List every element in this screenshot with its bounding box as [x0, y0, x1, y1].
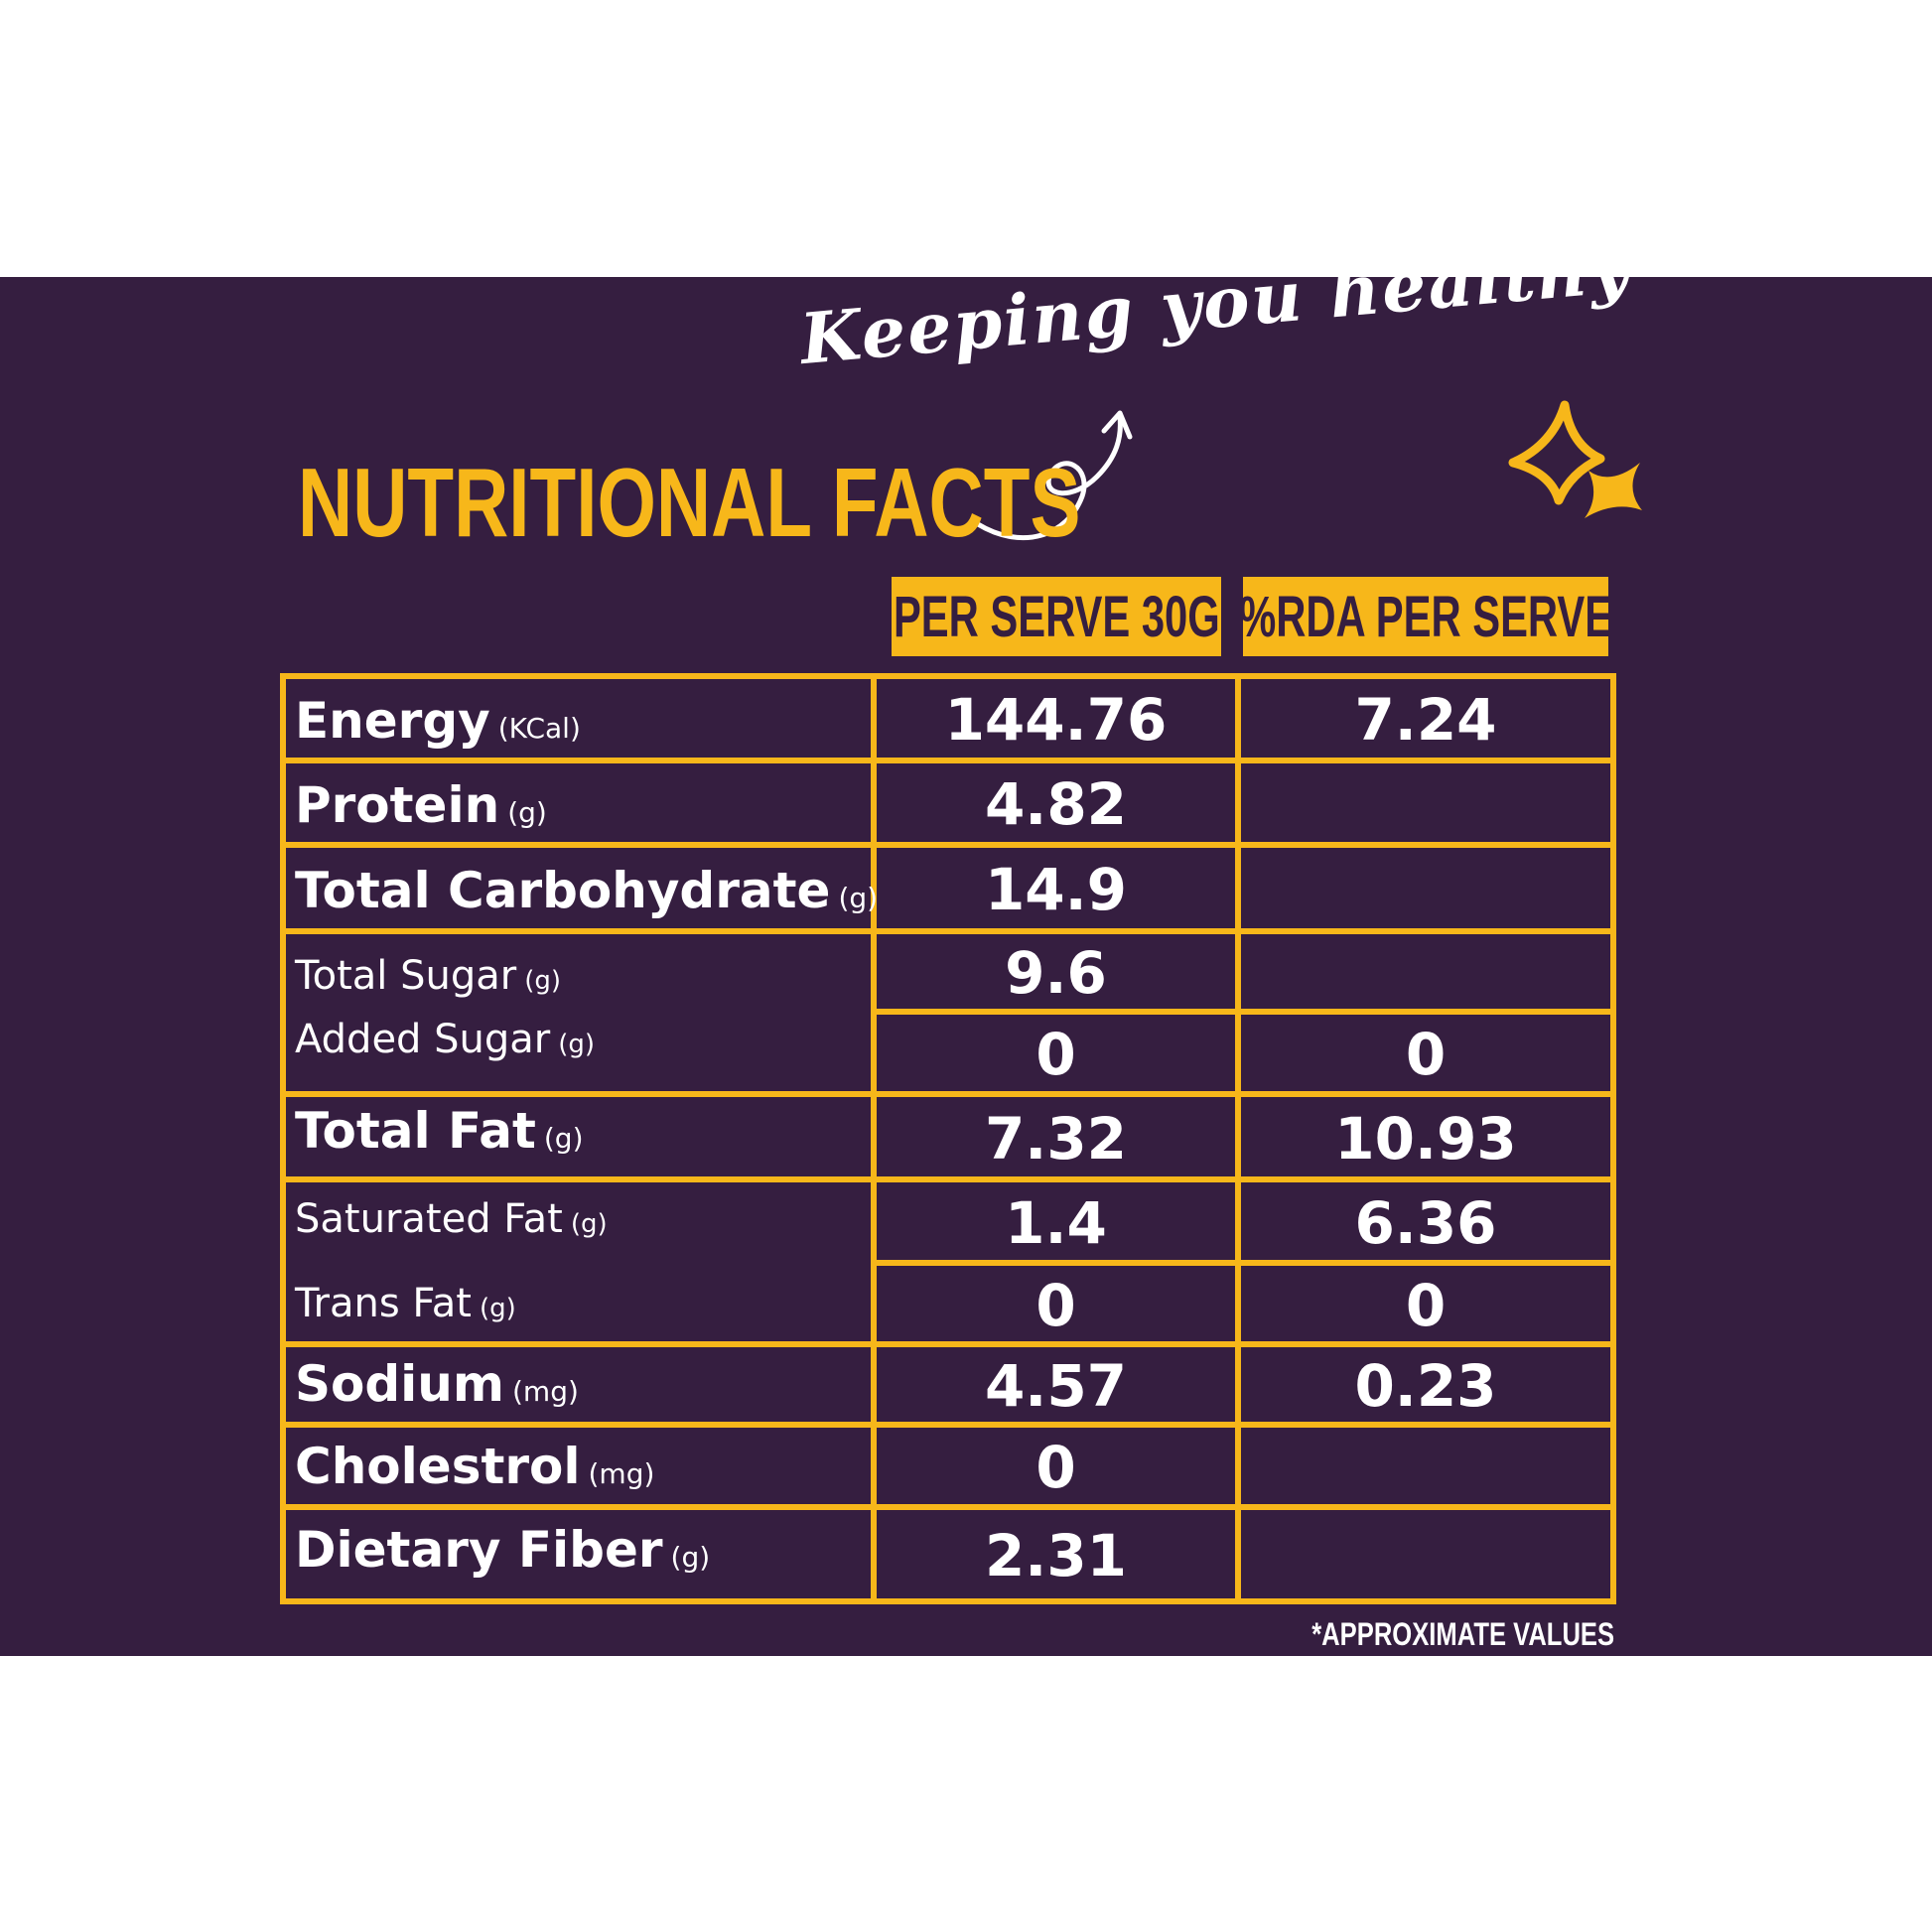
row-label-saturated-fat: Saturated Fat (g) — [295, 1196, 608, 1242]
value-total-fat-rda: 10.93 — [1334, 1104, 1517, 1173]
row-label-trans-fat: Trans Fat (g) — [295, 1281, 516, 1326]
value-sodium-per-serve: 4.57 — [984, 1352, 1128, 1420]
value-sodium-rda: 0.23 — [1354, 1352, 1497, 1420]
value-trans-fat-rda: 0 — [1405, 1271, 1447, 1339]
value-cholestrol-rda — [1243, 1428, 1608, 1507]
row-label-cholestrol: Cholestrol (mg) — [295, 1438, 655, 1495]
value-protein-per-serve: 4.82 — [984, 770, 1128, 838]
row-label-total-fat: Total Fat (g) — [295, 1102, 584, 1160]
value-carbohydrate-per-serve: 14.9 — [984, 856, 1128, 923]
value-total-fat-per-serve: 7.32 — [984, 1104, 1128, 1173]
value-energy-rda: 7.24 — [1354, 686, 1497, 754]
value-added-sugar-per-serve: 0 — [1035, 1021, 1076, 1088]
row-label-protein: Protein (g) — [295, 776, 547, 834]
arrow-head-icon — [1101, 410, 1133, 440]
row-label-energy: Energy (KCal) — [295, 692, 581, 750]
value-protein-rda — [1243, 763, 1608, 845]
value-total-sugar-rda — [1243, 934, 1608, 1012]
value-total-sugar-per-serve: 9.6 — [1005, 939, 1107, 1007]
column-header-rda: %RDA PER SERVE — [1243, 577, 1608, 656]
value-cholestrol-per-serve: 0 — [1035, 1434, 1076, 1501]
sparkle-outline-icon — [1508, 400, 1605, 505]
value-energy-per-serve: 144.76 — [944, 686, 1168, 754]
value-carbohydrate-rda — [1243, 848, 1608, 931]
value-saturated-fat-rda: 6.36 — [1354, 1188, 1497, 1257]
value-added-sugar-rda: 0 — [1405, 1021, 1447, 1088]
footnote: *APPROXIMATE VALUES — [1311, 1616, 1614, 1652]
page-title: NUTRITIONAL FACTS — [298, 448, 1081, 557]
value-dietary-fiber-rda — [1243, 1510, 1608, 1601]
row-label-sodium: Sodium (mg) — [295, 1355, 579, 1413]
row-label-added-sugar: Added Sugar (g) — [295, 1017, 596, 1062]
value-saturated-fat-per-serve: 1.4 — [1005, 1188, 1107, 1257]
value-trans-fat-per-serve: 0 — [1035, 1271, 1076, 1339]
row-label-total-carbohydrate: Total Carbohydrate (g) — [295, 862, 879, 919]
sparkle-filled-icon — [1585, 463, 1642, 518]
row-label-dietary-fiber: Dietary Fiber (g) — [295, 1521, 711, 1579]
value-dietary-fiber-per-serve: 2.31 — [984, 1522, 1128, 1589]
row-label-total-sugar: Total Sugar (g) — [295, 953, 562, 999]
column-header-per-serve: PER SERVE 30G — [892, 577, 1221, 656]
curly-arrow-icon — [975, 414, 1123, 541]
